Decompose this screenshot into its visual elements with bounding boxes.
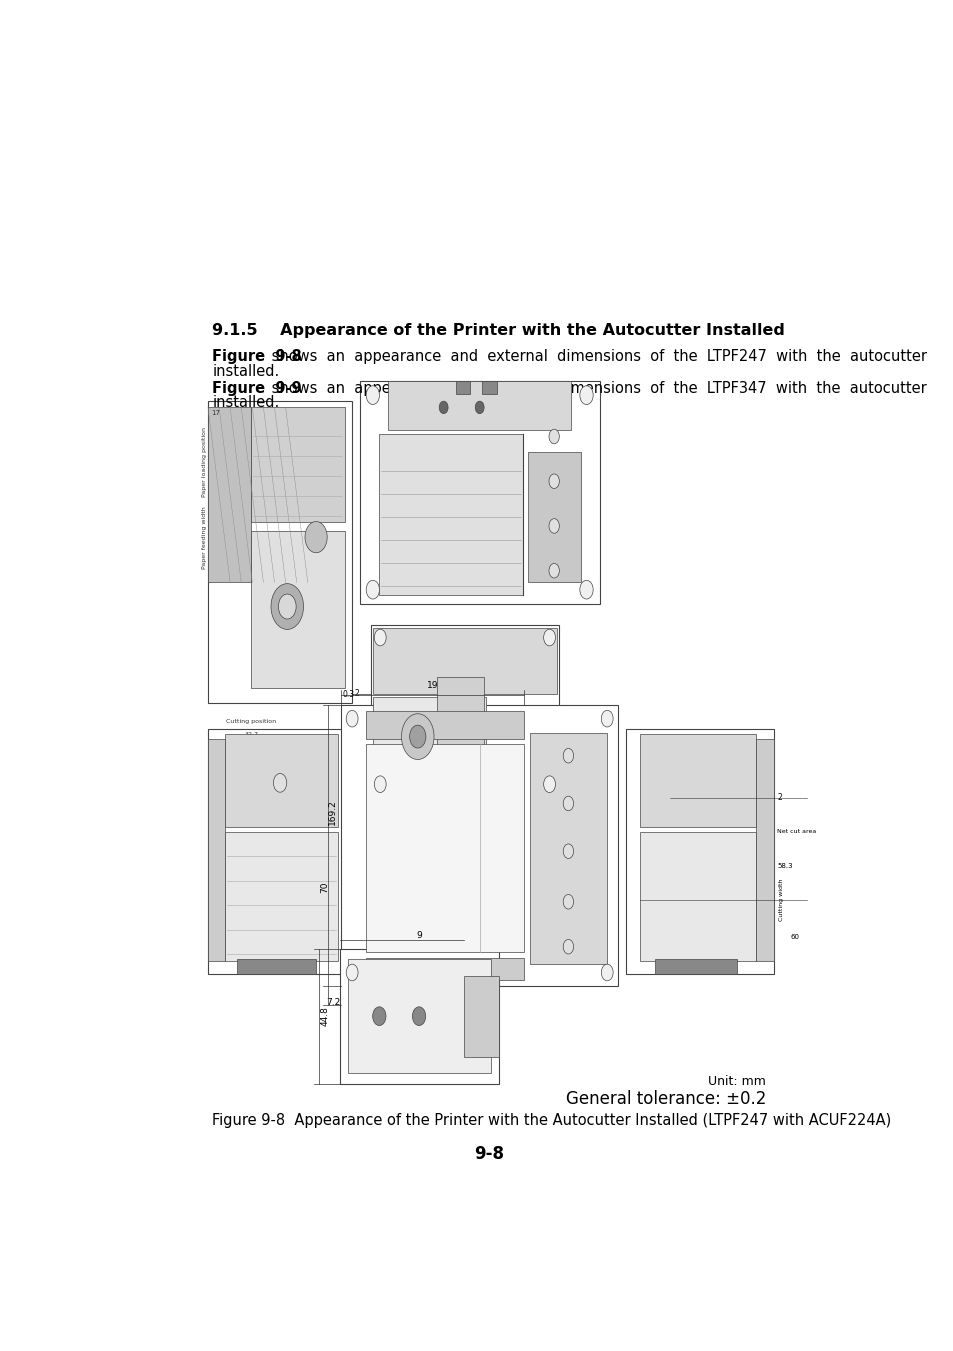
Circle shape — [600, 965, 613, 981]
Circle shape — [366, 581, 379, 598]
Text: 2: 2 — [355, 689, 359, 698]
Text: 17: 17 — [212, 411, 220, 416]
Circle shape — [579, 386, 593, 404]
Bar — [225, 734, 337, 827]
Bar — [639, 734, 755, 827]
Circle shape — [374, 630, 386, 646]
Text: shows  an  appearance  and  external  dimensions  of  the  LTPF347  with  the  a: shows an appearance and external dimensi… — [267, 381, 926, 396]
Bar — [370, 626, 558, 797]
Bar — [208, 408, 251, 582]
Circle shape — [562, 894, 573, 909]
Bar — [208, 401, 352, 703]
Circle shape — [562, 748, 573, 763]
Text: Net cut area: Net cut area — [777, 830, 816, 834]
Bar — [341, 705, 618, 986]
Circle shape — [543, 630, 555, 646]
Text: 169.2: 169.2 — [327, 798, 336, 824]
Circle shape — [271, 584, 303, 630]
Text: Unit: mm: Unit: mm — [707, 1075, 765, 1089]
Circle shape — [278, 594, 295, 619]
Circle shape — [548, 563, 558, 578]
Text: 58.3: 58.3 — [777, 863, 792, 869]
Bar — [755, 739, 773, 962]
Circle shape — [438, 401, 448, 413]
Circle shape — [274, 774, 287, 792]
Bar — [366, 744, 523, 952]
Bar — [225, 832, 337, 962]
Circle shape — [366, 386, 379, 404]
Bar — [359, 381, 599, 604]
Text: Paper loading position: Paper loading position — [202, 427, 207, 497]
Circle shape — [409, 725, 425, 748]
Circle shape — [562, 844, 573, 858]
Text: Paper feeding width: Paper feeding width — [202, 505, 207, 569]
Bar — [208, 739, 225, 962]
Text: Figure  9-9: Figure 9-9 — [213, 381, 302, 396]
Bar — [251, 531, 345, 688]
Circle shape — [548, 474, 558, 489]
Text: 2: 2 — [777, 793, 781, 802]
Bar — [527, 453, 580, 582]
Text: Figure  9-8: Figure 9-8 — [213, 350, 302, 365]
Text: 9: 9 — [416, 931, 421, 940]
Circle shape — [543, 775, 555, 793]
Text: Figure 9-8  Appearance of the Printer with the Autocutter Installed (LTPF247 wit: Figure 9-8 Appearance of the Printer wit… — [213, 1113, 891, 1128]
Circle shape — [346, 711, 357, 727]
Circle shape — [548, 430, 558, 443]
Circle shape — [475, 401, 483, 413]
Bar — [366, 958, 523, 981]
Bar — [481, 381, 496, 394]
Text: 7.2: 7.2 — [326, 998, 340, 1008]
Bar — [339, 948, 498, 1084]
Text: General tolerance: ±0.2: General tolerance: ±0.2 — [565, 1090, 765, 1108]
Text: 9.1.5    Appearance of the Printer with the Autocutter Installed: 9.1.5 Appearance of the Printer with the… — [213, 323, 784, 338]
Circle shape — [562, 939, 573, 954]
Bar — [436, 677, 483, 771]
Text: Cutting position: Cutting position — [226, 719, 276, 724]
Text: 0.3: 0.3 — [342, 690, 355, 698]
Bar — [463, 975, 498, 1056]
Circle shape — [548, 519, 558, 534]
Text: 9-8: 9-8 — [474, 1144, 503, 1163]
Text: 19: 19 — [426, 681, 437, 689]
Bar — [625, 730, 773, 974]
Text: installed.: installed. — [213, 363, 279, 378]
Circle shape — [305, 521, 327, 553]
Bar — [378, 434, 522, 596]
Bar — [372, 697, 485, 794]
Circle shape — [579, 581, 593, 598]
Text: 44.8: 44.8 — [320, 1006, 329, 1027]
Text: 70: 70 — [320, 882, 329, 893]
Circle shape — [346, 965, 357, 981]
Circle shape — [600, 711, 613, 727]
Bar — [208, 730, 352, 974]
Bar — [251, 408, 345, 521]
Text: installed.: installed. — [213, 394, 279, 411]
Bar — [236, 959, 315, 974]
Bar — [456, 381, 470, 394]
Circle shape — [401, 713, 434, 759]
Bar — [366, 711, 523, 739]
Bar — [347, 959, 490, 1073]
Circle shape — [374, 775, 386, 793]
Circle shape — [412, 1006, 425, 1025]
Circle shape — [562, 796, 573, 811]
Text: 41: 41 — [275, 744, 284, 750]
Text: shows  an  appearance  and  external  dimensions  of  the  LTPF247  with  the  a: shows an appearance and external dimensi… — [267, 350, 926, 365]
Text: Cutting width: Cutting width — [778, 880, 783, 921]
Circle shape — [373, 1006, 386, 1025]
Text: 60: 60 — [790, 934, 799, 940]
Text: 32.7: 32.7 — [244, 732, 258, 738]
Bar — [529, 734, 606, 963]
Bar — [372, 628, 557, 693]
Bar — [388, 381, 571, 430]
Bar — [639, 832, 755, 962]
Bar — [655, 959, 736, 974]
